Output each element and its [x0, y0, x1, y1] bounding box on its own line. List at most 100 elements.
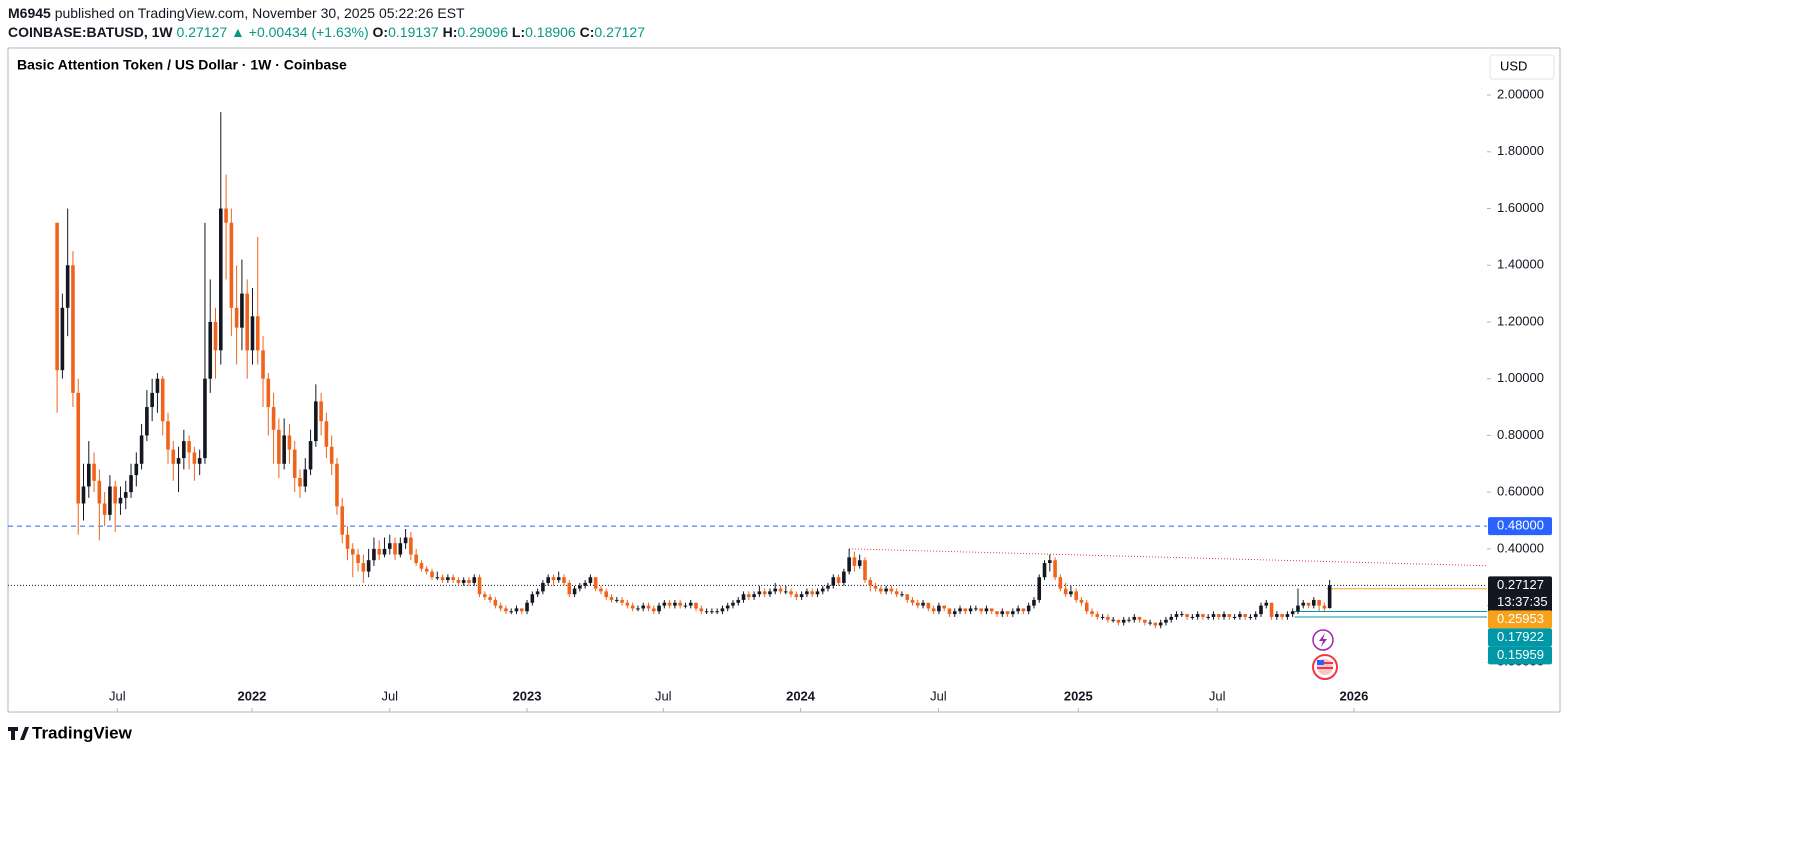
candle-body [1275, 614, 1279, 617]
candle-body [382, 548, 387, 555]
candle-body [889, 588, 894, 592]
candle-body [937, 605, 941, 612]
candle-body [1047, 560, 1052, 564]
candle-body [467, 580, 471, 583]
candle-body [1069, 591, 1073, 595]
candle-body [351, 548, 355, 555]
candle-body [1164, 619, 1168, 623]
candle-body [1095, 614, 1100, 617]
candle-body [145, 407, 149, 436]
price-tag [1488, 576, 1552, 613]
pane [8, 112, 1487, 629]
candle-body [1042, 563, 1047, 578]
candle-body [615, 599, 619, 601]
candle-body [551, 577, 556, 581]
price-tag [1488, 628, 1552, 647]
candle-body [1158, 622, 1163, 626]
candle-body [868, 580, 873, 586]
candle-body [525, 602, 529, 612]
candle-body [509, 611, 514, 613]
candle-body [97, 480, 102, 504]
candle-body [403, 537, 408, 544]
candle-body [1322, 605, 1327, 609]
candle-body [1032, 599, 1036, 606]
candle-body [704, 611, 709, 613]
candle-body [1090, 611, 1094, 615]
candle-body [620, 599, 624, 603]
candle-body [345, 534, 350, 549]
candle-body [794, 594, 799, 598]
candle-body [989, 608, 994, 612]
candle-body [1248, 616, 1253, 618]
candle-body [736, 599, 741, 603]
candle-body [203, 378, 207, 459]
candle-body [567, 582, 572, 595]
candle-body [419, 563, 424, 569]
candle-body [155, 378, 160, 393]
candle-body [139, 435, 144, 464]
candle-body [1206, 616, 1211, 618]
currency[interactable]: USD [1500, 58, 1527, 73]
candle-body [1195, 614, 1200, 617]
price-tag-label: 0.17922 [1497, 629, 1544, 644]
x-tick-label: 2026 [1339, 688, 1368, 703]
candle-body [1084, 602, 1089, 612]
candle-body [757, 591, 762, 595]
candle-body [942, 605, 946, 609]
candle-body [636, 608, 640, 610]
candle-body [752, 594, 756, 598]
candle-body [921, 602, 925, 606]
currency-button[interactable] [1489, 54, 1555, 80]
candle-body [836, 577, 841, 583]
candle-body [1180, 614, 1184, 616]
candle-body [741, 594, 746, 600]
candle-body [424, 568, 429, 572]
symbol: COINBASE:BATUSD, 1W [8, 24, 173, 40]
candle-body [255, 316, 260, 351]
candle-body [319, 401, 323, 422]
candle-body [678, 602, 682, 606]
h-label: H: [442, 24, 458, 40]
candle-body [979, 608, 983, 612]
candle-body [641, 605, 646, 609]
candle-body [974, 608, 978, 610]
candle-body [261, 350, 265, 379]
candle-body [699, 608, 704, 612]
candle-body [947, 608, 952, 615]
candle-body [229, 222, 234, 308]
candle-body [863, 560, 867, 581]
candle-body [831, 577, 836, 586]
trendline [849, 548, 1487, 567]
logo-text: TradingView [32, 723, 133, 742]
candle-body [166, 421, 170, 450]
alert-icon [1312, 629, 1334, 651]
candle-body [1143, 619, 1147, 623]
y-tick-label: 2.00000 [1497, 87, 1544, 102]
candle-body [1137, 616, 1142, 620]
l-label: L: [511, 24, 526, 40]
candle-body [1280, 614, 1284, 617]
candle-body [1021, 608, 1026, 612]
candle-body [894, 591, 899, 595]
candle-body [1243, 614, 1247, 617]
candle-body [984, 608, 989, 612]
candle-body [287, 435, 292, 450]
candle-body [1037, 577, 1042, 600]
candle-body [329, 446, 334, 464]
candle-body [1016, 608, 1020, 612]
candle-body [303, 469, 308, 487]
candle-body [657, 605, 661, 612]
candle-body [1264, 602, 1269, 606]
candle-body [451, 577, 455, 581]
candle-body [931, 608, 936, 612]
author: M6945 [8, 5, 51, 21]
candle-body [535, 591, 540, 595]
candle-body [609, 597, 614, 600]
candle-body [277, 429, 281, 464]
candle-body [102, 503, 107, 515]
y-tick-label: 0.40000 [1497, 540, 1544, 555]
candle-body [113, 486, 117, 504]
candle-body [65, 265, 70, 308]
candle-body [905, 594, 910, 600]
candle-body [477, 577, 482, 595]
